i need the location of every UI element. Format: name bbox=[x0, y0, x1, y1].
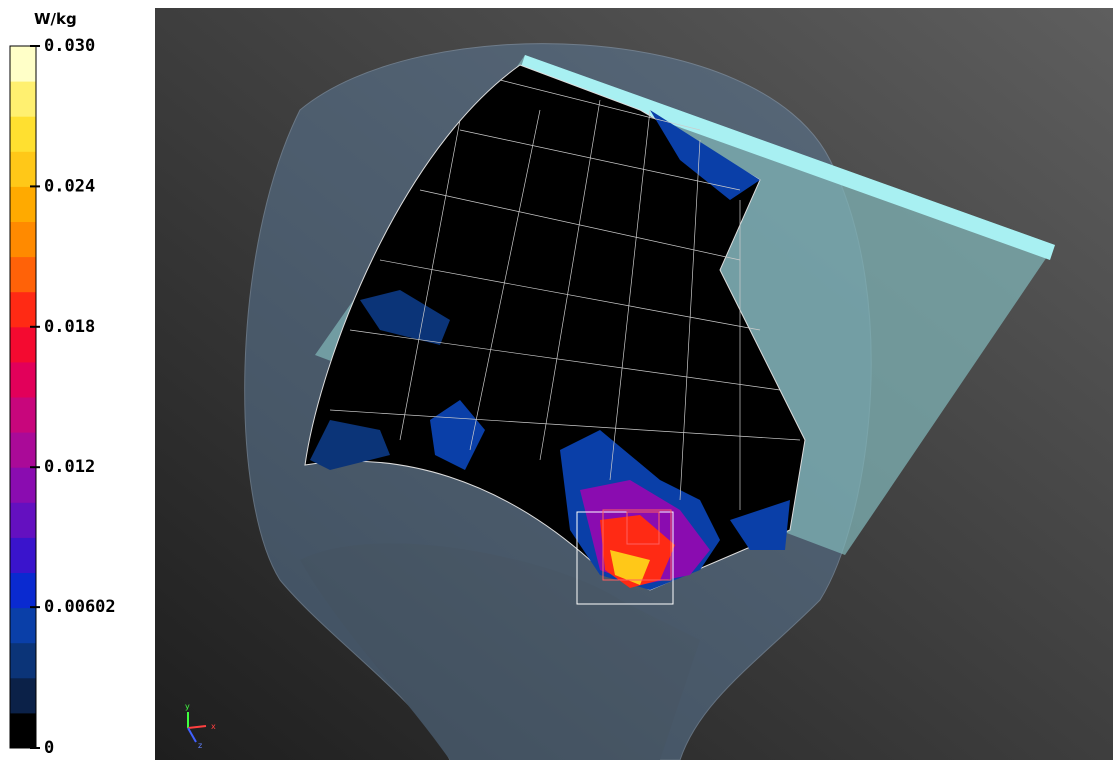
color-band bbox=[10, 537, 36, 573]
color-band bbox=[10, 607, 36, 644]
mesh-grid bbox=[329, 79, 801, 510]
color-band bbox=[10, 186, 36, 222]
color-band bbox=[10, 46, 36, 82]
sar-hotspots bbox=[310, 110, 790, 590]
axis-triad bbox=[187, 712, 207, 743]
axis-label: x bbox=[211, 722, 216, 731]
axis-label: z bbox=[198, 741, 202, 750]
colorbar-unit: W/kg bbox=[34, 10, 77, 28]
color-band bbox=[10, 291, 36, 328]
tick-label: 0.030 bbox=[44, 36, 95, 56]
color-band bbox=[10, 677, 36, 714]
color-band bbox=[10, 572, 36, 609]
color-band bbox=[10, 361, 36, 398]
tick-label: 0.024 bbox=[44, 176, 95, 196]
axis-label: y bbox=[185, 702, 190, 711]
color-band bbox=[10, 712, 36, 749]
color-band bbox=[10, 81, 36, 117]
tick-label: 0.00602 bbox=[44, 597, 116, 617]
tick-label: 0.018 bbox=[44, 317, 95, 337]
tick-label: 0.012 bbox=[44, 457, 95, 477]
color-band bbox=[10, 221, 36, 258]
color-band bbox=[10, 432, 36, 468]
color-band bbox=[10, 326, 36, 363]
plate-edge bbox=[520, 55, 1055, 260]
scan-boxes bbox=[576, 509, 674, 605]
color-band bbox=[10, 116, 36, 152]
tick-label: 0 bbox=[44, 738, 54, 758]
color-band bbox=[10, 642, 36, 679]
colorbar-frame bbox=[9, 45, 37, 749]
color-band bbox=[10, 397, 36, 433]
color-band bbox=[10, 151, 36, 187]
color-band bbox=[10, 256, 36, 293]
color-band bbox=[10, 467, 36, 503]
color-band bbox=[10, 502, 36, 538]
